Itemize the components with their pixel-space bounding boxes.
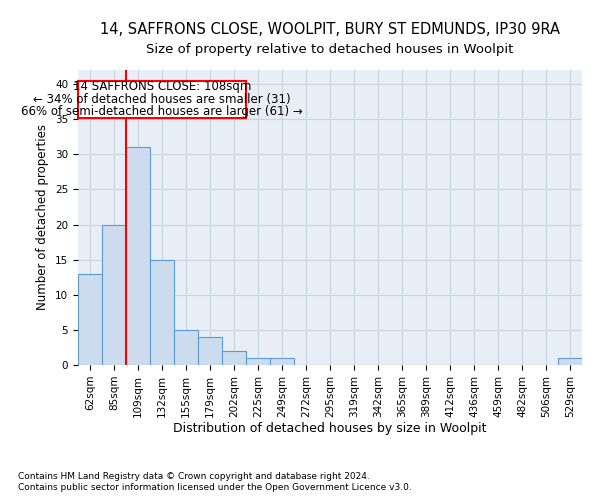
Bar: [126, 148, 150, 365]
FancyBboxPatch shape: [78, 80, 246, 118]
Bar: [174, 330, 198, 365]
Bar: [222, 351, 246, 365]
Bar: [558, 358, 582, 365]
Bar: [270, 358, 294, 365]
Y-axis label: Number of detached properties: Number of detached properties: [37, 124, 49, 310]
X-axis label: Distribution of detached houses by size in Woolpit: Distribution of detached houses by size …: [173, 422, 487, 436]
Text: Contains HM Land Registry data © Crown copyright and database right 2024.: Contains HM Land Registry data © Crown c…: [18, 472, 370, 481]
Bar: [102, 224, 126, 365]
Text: 14, SAFFRONS CLOSE, WOOLPIT, BURY ST EDMUNDS, IP30 9RA: 14, SAFFRONS CLOSE, WOOLPIT, BURY ST EDM…: [100, 22, 560, 38]
Text: ← 34% of detached houses are smaller (31): ← 34% of detached houses are smaller (31…: [33, 92, 291, 106]
Bar: [78, 274, 102, 365]
Text: 14 SAFFRONS CLOSE: 108sqm: 14 SAFFRONS CLOSE: 108sqm: [73, 80, 251, 93]
Bar: [198, 337, 222, 365]
Text: Contains public sector information licensed under the Open Government Licence v3: Contains public sector information licen…: [18, 484, 412, 492]
Text: Size of property relative to detached houses in Woolpit: Size of property relative to detached ho…: [146, 42, 514, 56]
Bar: [150, 260, 174, 365]
Bar: [246, 358, 270, 365]
Text: 66% of semi-detached houses are larger (61) →: 66% of semi-detached houses are larger (…: [21, 105, 303, 118]
